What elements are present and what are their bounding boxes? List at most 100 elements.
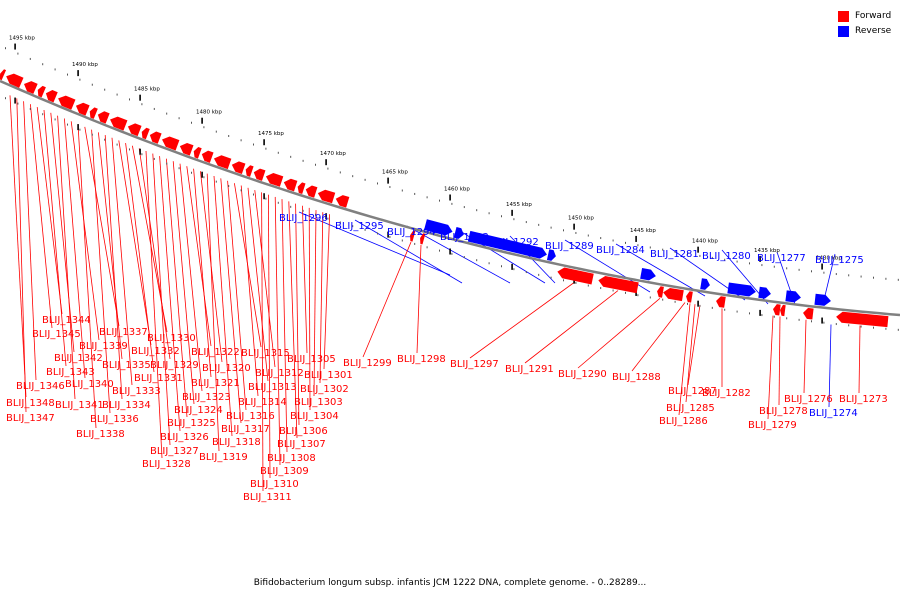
ruler-major-tick: [635, 235, 637, 242]
ruler-minor-tick: [191, 121, 192, 124]
leader-line: [172, 161, 195, 405]
leader-line: [23, 101, 37, 381]
leader-line: [858, 325, 861, 394]
ruler-minor-tick: [662, 298, 664, 301]
ruler-minor-tick: [488, 262, 490, 265]
ruler-tick-label: 1460 kbp: [444, 187, 470, 193]
leader-line: [138, 148, 171, 360]
ruler-major-tick: [14, 97, 16, 104]
gene-arrow-reverse: [424, 219, 453, 236]
ruler-major-tick: [139, 94, 141, 101]
ruler-minor-tick: [265, 147, 267, 150]
ruler-minor-tick: [687, 302, 688, 305]
gene-arrow-forward: [598, 275, 639, 294]
gene-arrow-reverse: [75, 102, 90, 116]
ruler-major-tick: [201, 117, 203, 124]
ruler-minor-tick: [67, 123, 68, 126]
gene-label: BLIJ_1304: [290, 411, 339, 422]
ruler-minor-tick: [736, 260, 738, 263]
leader-line: [166, 158, 188, 418]
ruler-minor-tick: [649, 296, 651, 299]
gene-arrow-forward: [663, 287, 684, 302]
ruler-ticks: 1495 kbp 1490 kbp 1485 kbp 1480 kbp 1475 kbp…: [5, 36, 899, 331]
ruler-minor-tick: [476, 259, 478, 262]
ruler-minor-tick: [873, 326, 874, 329]
ruler-minor-tick: [352, 225, 354, 228]
ruler-tick-label: 1455 kbp: [506, 202, 532, 208]
gene-label: BLIJ_1329: [150, 360, 199, 371]
ruler-minor-tick: [513, 268, 515, 271]
ruler-minor-tick: [724, 308, 726, 311]
ruler-minor-tick: [848, 274, 850, 277]
gene-label: BLIJ_1299: [343, 358, 392, 369]
gene-arrow-reverse: [127, 123, 142, 137]
ruler-minor-tick: [612, 239, 614, 242]
gene-arrow-reverse: [546, 249, 556, 261]
gene-label: BLIJ_1288: [612, 372, 661, 383]
ruler-major-tick: [77, 124, 79, 131]
ruler-minor-tick: [153, 157, 155, 160]
ruler-major-tick: [325, 213, 327, 220]
ruler-minor-tick: [513, 218, 515, 221]
gene-label: BLIJ_1343: [46, 367, 95, 378]
gene-arrow-reverse: [231, 161, 246, 175]
gene-label: BLIJ_1297: [450, 359, 499, 370]
gene-arrow-reverse: [265, 173, 284, 187]
leader-line: [104, 135, 123, 400]
ruler-minor-tick: [215, 130, 217, 133]
ruler-minor-tick: [501, 215, 502, 218]
gene-label: BLIJ_1344: [42, 315, 91, 326]
gene-arrow-reverse: [193, 147, 202, 159]
ruler-minor-tick: [749, 312, 750, 315]
ruler-minor-tick: [426, 246, 428, 249]
ruler-minor-tick: [835, 323, 837, 326]
ruler-minor-tick: [389, 236, 391, 239]
ruler-minor-tick: [166, 162, 168, 165]
leader-line: [84, 126, 120, 327]
ruler-minor-tick: [178, 117, 180, 120]
leader-line: [274, 196, 281, 466]
gene-label: BLIJ_1306: [279, 426, 328, 437]
ruler-minor-tick: [401, 239, 403, 242]
gene-label: BLIJ_1296: [279, 213, 328, 224]
gene-label: BLIJ_1315: [241, 348, 290, 359]
ruler-minor-tick: [302, 209, 304, 212]
gene-arrow-reverse: [149, 131, 162, 144]
gene-label: BLIJ_1312: [255, 368, 304, 379]
gene-arrow-reverse: [201, 150, 214, 163]
ruler-minor-tick: [637, 244, 639, 247]
gene-label: BLIJ_1285: [666, 403, 715, 414]
gene-label: BLIJ_1279: [748, 420, 797, 431]
leader-line: [50, 112, 75, 353]
gene-label: BLIJ_1336: [90, 414, 139, 425]
leader-line: [319, 212, 324, 384]
figure-caption: Bifidobacterium longum subsp. infantis J…: [253, 578, 647, 588]
ruler-minor-tick: [129, 148, 130, 151]
ruler-minor-tick: [897, 278, 899, 281]
ruler-major-tick: [697, 246, 699, 253]
leader-line: [767, 315, 774, 420]
ruler-major-tick: [821, 317, 823, 324]
gene-label: BLIJ_1305: [287, 354, 336, 365]
ruler-minor-tick: [166, 112, 168, 115]
gene-label: BLIJ_1345: [32, 329, 81, 340]
gene-arrow-reverse: [6, 73, 24, 88]
legend-forward: Forward: [838, 10, 891, 22]
ruler-minor-tick: [129, 98, 130, 101]
ruler-minor-tick: [439, 249, 440, 252]
ruler-minor-tick: [476, 209, 478, 212]
gene-label: BLIJ_1278: [759, 406, 808, 417]
ruler-minor-tick: [67, 73, 68, 76]
legend-reverse-swatch: [838, 25, 849, 37]
ruler-minor-tick: [587, 284, 589, 287]
ruler-minor-tick: [625, 241, 626, 244]
gene-arrow-reverse: [24, 81, 38, 94]
leader-line: [70, 121, 100, 341]
ruler-minor-tick: [42, 63, 44, 66]
ruler-major-tick: [387, 177, 389, 184]
leader-line: [678, 303, 691, 416]
ruler-minor-tick: [525, 271, 527, 274]
ruler-tick-label: 1475 kbp: [258, 131, 284, 137]
gene-arrow-reverse: [110, 116, 128, 131]
leader-line: [193, 168, 212, 378]
